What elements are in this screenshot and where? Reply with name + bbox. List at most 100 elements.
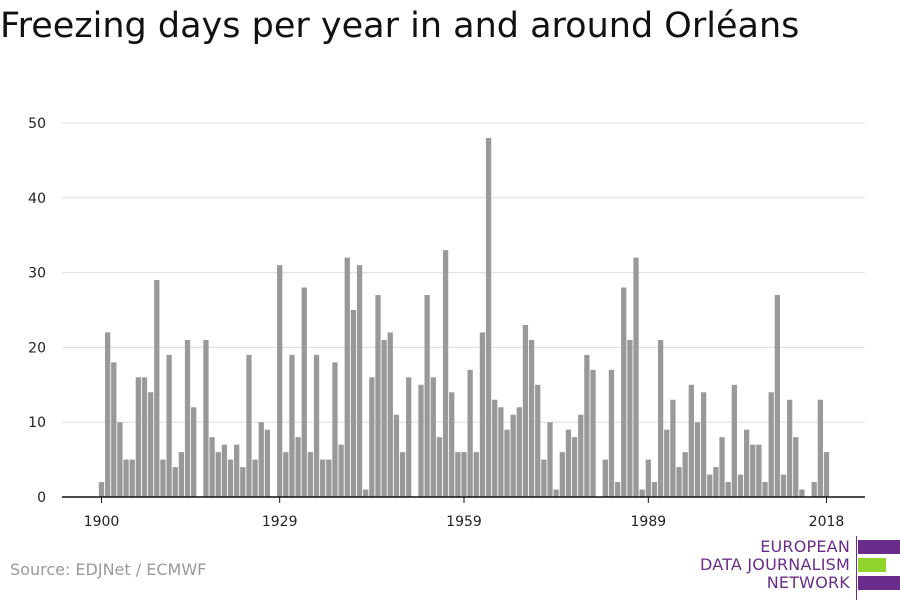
bar — [633, 257, 639, 497]
bar — [817, 399, 823, 497]
bar — [639, 489, 645, 497]
source-note: Source: EDJNet / ECMWF — [10, 560, 207, 579]
bar — [375, 295, 381, 497]
bar — [799, 489, 805, 497]
bar — [565, 429, 572, 497]
x-tick-label: 1900 — [84, 514, 120, 530]
bar — [178, 452, 185, 497]
bar — [737, 474, 744, 497]
bar — [148, 392, 154, 497]
bar — [664, 429, 670, 497]
bar — [338, 444, 344, 497]
bar — [289, 354, 295, 497]
bar — [246, 354, 252, 497]
bar — [221, 444, 228, 497]
bar — [141, 377, 148, 497]
bar — [399, 452, 406, 497]
bar-chart: 0 10 20 30 40 50 1900 1929 1959 1989 2018 — [28, 116, 865, 530]
bar — [571, 437, 578, 497]
bar — [584, 354, 590, 497]
y-tick-label: 20 — [28, 340, 46, 356]
bar — [780, 474, 787, 497]
bar — [731, 384, 737, 497]
y-tick-label: 50 — [28, 116, 46, 132]
bar — [498, 407, 504, 497]
logo-text-line-1: EUROPEAN — [760, 537, 850, 556]
bar — [111, 362, 117, 497]
bar — [608, 369, 615, 497]
bar — [381, 339, 387, 497]
bar — [725, 482, 731, 497]
bar — [215, 452, 221, 497]
bar — [240, 467, 246, 497]
bar — [485, 137, 492, 497]
bar — [307, 452, 314, 497]
bar — [406, 377, 412, 497]
bar — [98, 482, 105, 497]
bar — [559, 452, 565, 497]
bar — [326, 459, 332, 497]
bar — [418, 384, 424, 497]
bar — [123, 459, 129, 497]
bar — [492, 399, 498, 497]
bar — [369, 377, 375, 497]
bar — [645, 459, 651, 497]
bar — [105, 332, 111, 497]
x-tick-label: 1989 — [631, 514, 667, 530]
bar — [166, 354, 172, 497]
bar — [227, 459, 234, 497]
bar — [657, 339, 664, 497]
bar — [541, 459, 547, 497]
bar — [129, 459, 135, 497]
bar — [823, 452, 830, 497]
edjnet-logo: EUROPEAN DATA JOURNALISM NETWORK — [700, 536, 900, 600]
bars — [98, 137, 830, 497]
bar — [694, 422, 701, 497]
bar — [209, 437, 215, 497]
bar — [442, 250, 449, 497]
bar — [707, 474, 713, 497]
bar — [522, 324, 529, 497]
bar — [621, 287, 627, 497]
bar — [578, 414, 584, 497]
y-tick-label: 30 — [28, 266, 46, 282]
bar — [320, 459, 326, 497]
logo-block-middle — [858, 558, 886, 572]
bar — [393, 414, 400, 497]
x-tick-label: 1929 — [262, 514, 298, 530]
bar — [160, 459, 166, 497]
bar — [774, 295, 780, 497]
y-tick-label: 0 — [37, 490, 46, 506]
bar — [504, 429, 510, 497]
logo-text-line-2: DATA JOURNALISM — [700, 555, 850, 574]
bar — [467, 369, 473, 497]
bar — [793, 437, 799, 497]
bar — [676, 467, 682, 497]
bar — [516, 407, 522, 497]
bar — [786, 399, 793, 497]
bar — [670, 399, 676, 497]
bar — [252, 459, 258, 497]
bar — [682, 452, 688, 497]
bar — [332, 362, 338, 497]
bar — [614, 482, 621, 497]
bar — [547, 422, 553, 497]
bar — [651, 482, 658, 497]
bar — [510, 414, 516, 497]
bar — [762, 482, 768, 497]
bar — [590, 369, 596, 497]
bar — [295, 437, 301, 497]
bar — [203, 339, 209, 497]
bar — [430, 377, 436, 497]
bar — [424, 295, 430, 497]
bar — [350, 310, 357, 497]
bar — [301, 287, 307, 497]
bar — [627, 339, 633, 497]
bar — [473, 452, 479, 497]
x-tick-label: 1959 — [446, 514, 482, 530]
bar — [535, 384, 541, 497]
bar — [461, 452, 467, 497]
bar — [277, 265, 283, 497]
bar — [313, 354, 320, 497]
bar — [135, 377, 141, 497]
